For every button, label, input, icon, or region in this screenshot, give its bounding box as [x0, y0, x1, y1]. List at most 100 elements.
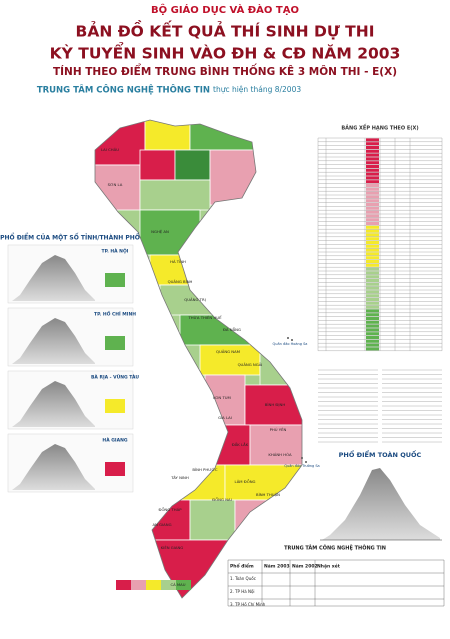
rank-color: [366, 225, 379, 229]
summary-org: TRUNG TÂM CÔNG NGHỆ THÔNG TIN: [284, 544, 386, 552]
color-square: [105, 462, 125, 476]
ministry: BỘ GIÁO DỤC VÀ ĐÀO TẠO: [151, 3, 299, 16]
province-label: NGHỆ AN: [151, 229, 169, 234]
rank-color: [366, 180, 379, 184]
rank-color: [366, 343, 379, 347]
rank-color: [366, 142, 379, 146]
row-label: 1. Toàn Quốc: [230, 576, 256, 581]
rank-color: [366, 176, 379, 180]
province-label: QUẢNG TRỊ: [184, 297, 205, 302]
rank-color: [366, 157, 379, 161]
subtitle: TÍNH THEO ĐIỂM TRUNG BÌNH THỐNG KÊ 3 MÔN…: [53, 63, 397, 78]
province-label: KIÊN GIANG: [161, 545, 184, 550]
row-label: 3. TP Hồ Chí Minh: [230, 602, 266, 607]
rank-color: [366, 237, 379, 241]
rank-color: [366, 260, 379, 263]
province-label: HÀ TĨNH: [170, 259, 186, 264]
province-label: AN GIANG: [152, 522, 171, 527]
national-title: PHỔ ĐIỂM TOÀN QUỐC: [339, 449, 422, 459]
rank-color: [366, 282, 379, 286]
province-label: PHÚ YÊN: [270, 427, 287, 432]
left-panel-title: PHỔ ĐIỂM CỦA MỘT SỐ TỈNH/THÀNH PHỐ: [0, 234, 140, 242]
rank-color: [366, 229, 379, 233]
province-label: KON TUM: [213, 395, 231, 400]
province-label: TÂY NINH: [170, 475, 189, 480]
map-outline: [94, 119, 303, 599]
province-label: QUẢNG BÌNH: [168, 279, 193, 284]
rank-color: [366, 146, 379, 149]
rank-color: [366, 195, 379, 199]
color-square: [105, 399, 125, 413]
rank-color: [366, 203, 379, 206]
rank-color: [366, 301, 379, 305]
ranking-title: BẢNG XẾP HẠNG THEO E(X): [341, 124, 418, 132]
rank-color: [366, 241, 379, 244]
province-label: ĐỒNG THÁP: [159, 507, 183, 512]
province-label: ĐÀ NẴNG: [223, 327, 241, 332]
rank-color: [366, 138, 379, 142]
color-square: [105, 336, 125, 350]
rank-color: [366, 168, 379, 172]
rank-color: [366, 149, 379, 153]
island-label: Quần đảo Hoàng Sa: [273, 342, 308, 346]
author: TRUNG TÂM CÔNG NGHỆ THÔNG TIN: [37, 84, 210, 96]
rank-color: [366, 222, 379, 225]
rank-color: [366, 218, 379, 222]
rank-color: [366, 336, 379, 339]
column-header: Năm 2002: [292, 564, 318, 570]
rank-color: [366, 290, 379, 294]
province-label: LAI CHÂU: [101, 147, 119, 152]
color-square: [105, 273, 125, 287]
rank-color: [366, 191, 379, 195]
title-1: BẢN ĐỒ KẾT QUẢ THÍ SINH DỰ THI: [76, 19, 375, 41]
chart-label: HÀ GIANG: [102, 437, 127, 444]
rank-color: [366, 165, 379, 168]
histogram: [12, 381, 95, 427]
rank-color: [366, 267, 379, 271]
histogram: [12, 318, 95, 364]
rank-color: [366, 328, 379, 332]
ranking-table: [317, 137, 443, 443]
island-label: Quần đảo Trường Sa: [284, 464, 319, 468]
rank-color: [366, 256, 379, 260]
province-label: LÂM ĐỒNG: [235, 479, 256, 484]
rank-color: [366, 172, 379, 176]
rank-color: [366, 275, 379, 279]
rank-color: [366, 206, 379, 210]
province-label: BÌNH PHƯỚC: [192, 467, 217, 472]
rank-color: [366, 248, 379, 252]
rank-color: [366, 271, 379, 275]
rank-color: [366, 347, 379, 351]
histogram: [12, 444, 95, 490]
province-label: QUẢNG NAM: [216, 349, 240, 354]
column-header: Nhận xét: [317, 563, 341, 570]
rank-color: [366, 320, 379, 324]
summary-table: Phổ điểm Năm 2003 Năm 2002 Nhận xét 1. Toàn …: [227, 559, 445, 607]
rank-color: [366, 252, 379, 256]
chart-label: BÀ RỊA - VŨNG TÀU: [91, 374, 139, 381]
rank-color: [366, 305, 379, 309]
rank-color: [366, 153, 379, 157]
column-header: Năm 2003: [264, 564, 290, 570]
rank-color: [366, 184, 379, 187]
province-label: GIA LAI: [218, 415, 232, 420]
province-label: THỪA THIÊN HUẾ: [187, 314, 222, 320]
title-2: KỲ TUYỂN SINH VÀO ĐH & CĐ NĂM 2003: [50, 41, 401, 63]
rank-color: [366, 161, 379, 165]
province-label: CÀ MAU: [170, 582, 185, 587]
rank-color: [366, 214, 379, 218]
rank-color: [366, 332, 379, 336]
islands: [287, 337, 307, 463]
province-label: ĐẮK LẮK: [232, 442, 249, 447]
rank-color: [366, 294, 379, 298]
chart-label: TP. HÀ NỘI: [102, 248, 129, 255]
province-label: BÌNH THUẬN: [256, 492, 280, 497]
province-label: ĐỒNG NAI: [212, 497, 231, 502]
rank-color: [366, 244, 379, 248]
province-label: KHÁNH HÒA: [268, 452, 292, 457]
column-header: Phổ điểm: [230, 563, 254, 570]
rank-color: [366, 279, 379, 282]
rank-color: [366, 233, 379, 237]
legend: [116, 580, 191, 590]
